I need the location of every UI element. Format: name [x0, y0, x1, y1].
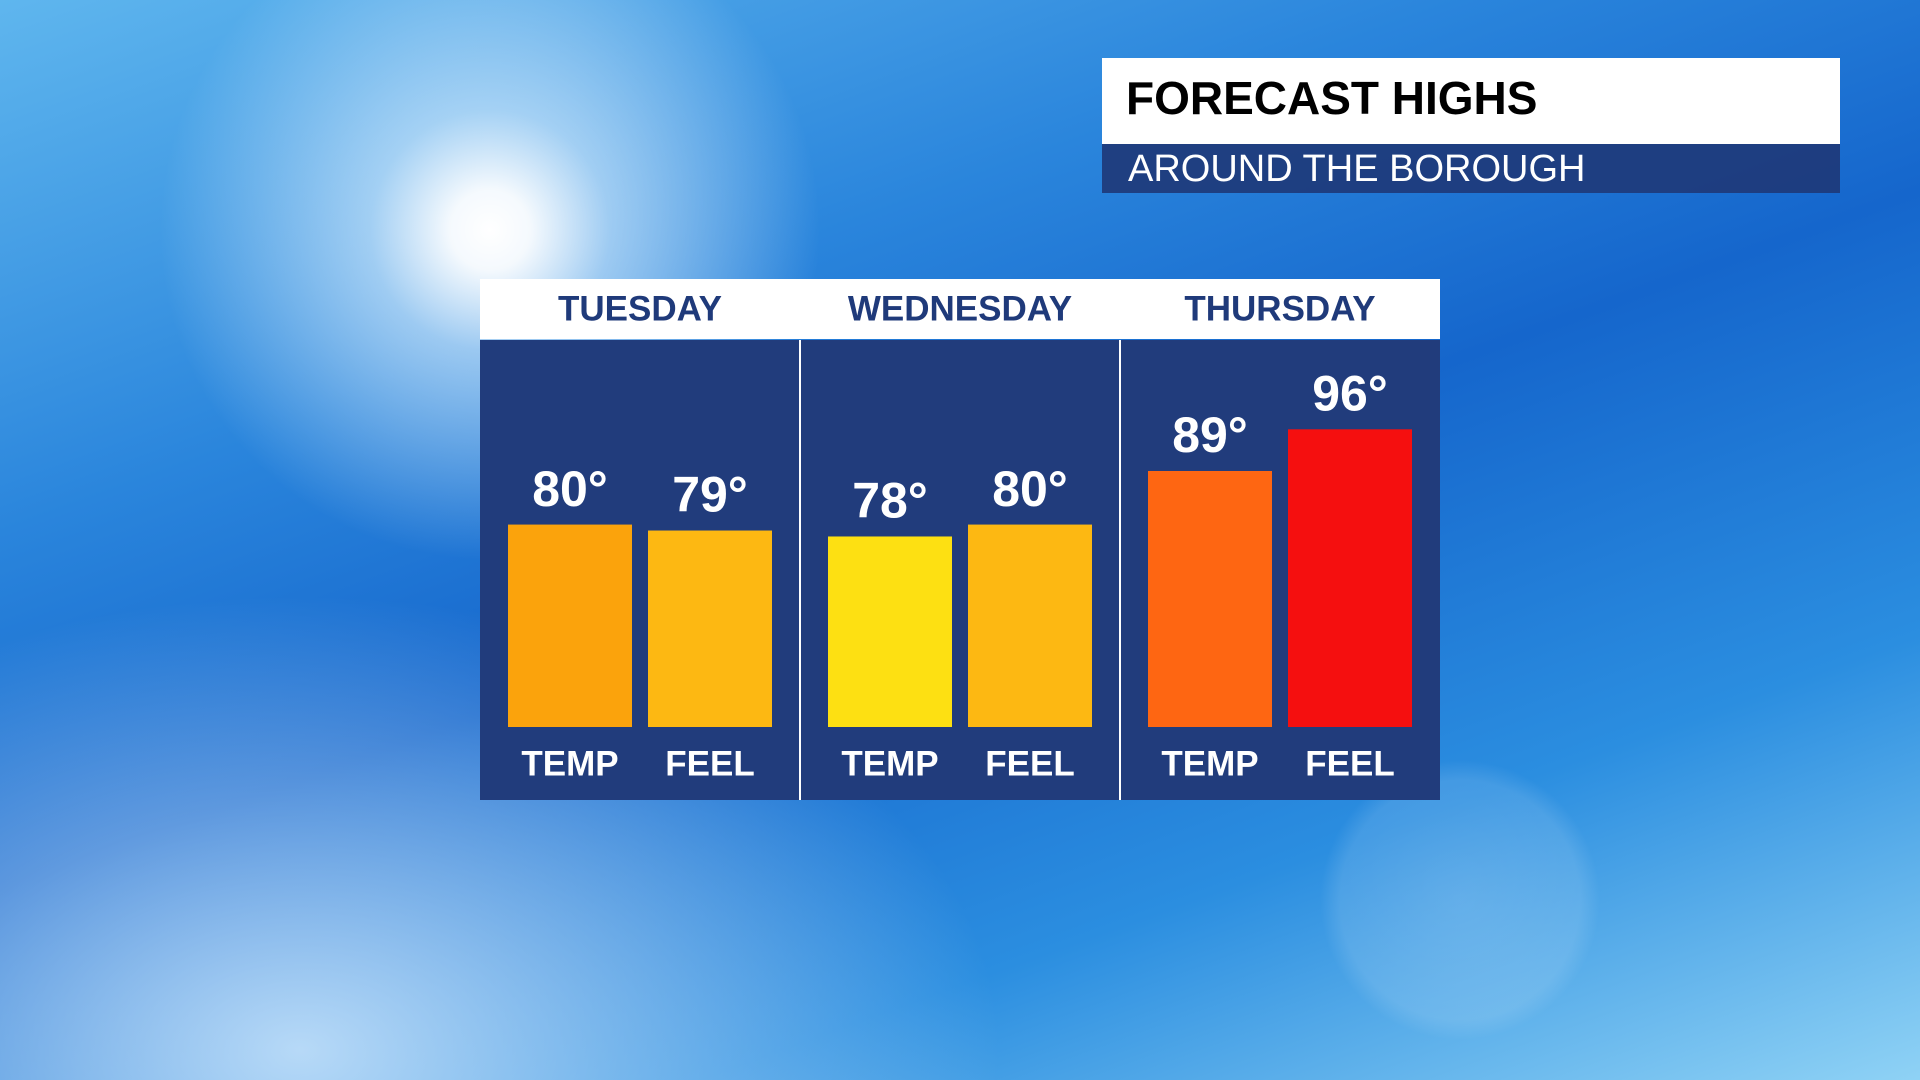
plot-panel	[480, 340, 1440, 800]
day-label: TUESDAY	[558, 289, 722, 328]
bar	[1288, 429, 1412, 727]
series-label: TEMP	[521, 744, 618, 783]
chart-title: FORECAST HIGHS	[1126, 72, 1537, 124]
value-label: 79°	[672, 467, 748, 523]
series-label: FEEL	[665, 744, 754, 783]
series-label: TEMP	[841, 744, 938, 783]
series-label: FEEL	[985, 744, 1074, 783]
bar	[508, 524, 632, 727]
title-box	[1102, 58, 1840, 144]
value-label: 78°	[852, 473, 928, 529]
day-label: THURSDAY	[1184, 289, 1375, 328]
value-label: 80°	[992, 461, 1068, 517]
chart-subtitle: AROUND THE BOROUGH	[1128, 148, 1585, 190]
series-label: TEMP	[1161, 744, 1258, 783]
bar	[828, 536, 952, 727]
subtitle-box	[1102, 144, 1840, 193]
value-label: 89°	[1172, 407, 1248, 463]
value-label: 96°	[1312, 366, 1388, 422]
bar	[1148, 470, 1272, 727]
bar	[968, 524, 1092, 727]
bar	[648, 530, 772, 727]
header-band	[480, 279, 1440, 339]
day-label: WEDNESDAY	[848, 289, 1072, 328]
series-label: FEEL	[1305, 744, 1394, 783]
value-label: 80°	[532, 461, 608, 517]
